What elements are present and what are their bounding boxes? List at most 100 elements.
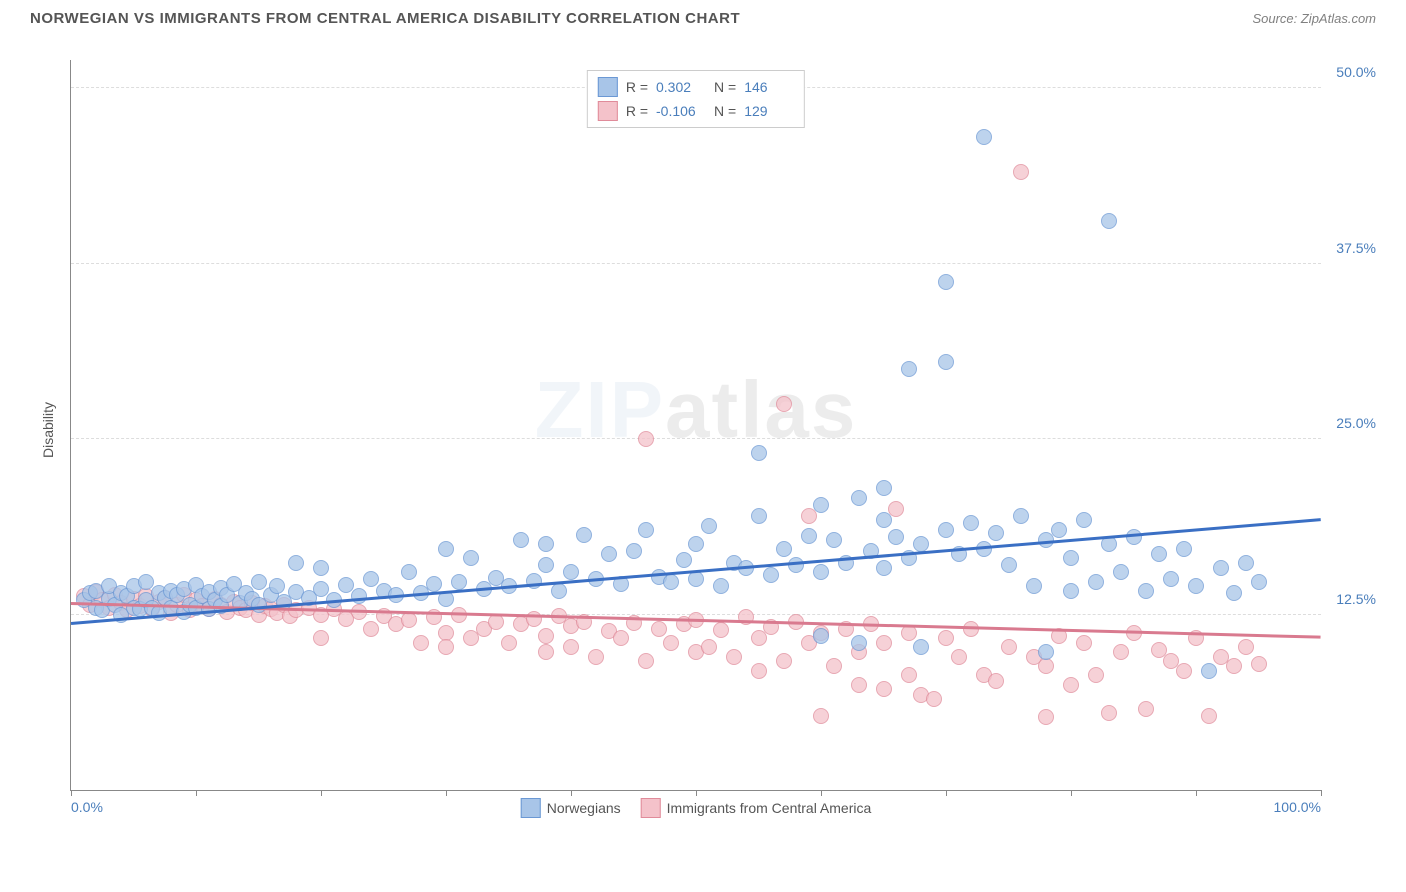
data-point-b xyxy=(563,639,579,655)
data-point-b xyxy=(413,635,429,651)
data-point-b xyxy=(826,658,842,674)
stats-legend: R = 0.302 N = 146 R = -0.106 N = 129 xyxy=(587,70,805,128)
data-point-a xyxy=(1213,560,1229,576)
data-point-b xyxy=(988,673,1004,689)
x-axis-max-label: 100.0% xyxy=(1274,799,1321,815)
plot-area: ZIPatlas R = 0.302 N = 146 R = -0.106 N … xyxy=(70,60,1321,791)
y-tick-label: 25.0% xyxy=(1336,415,1376,431)
data-point-a xyxy=(801,528,817,544)
data-point-a xyxy=(713,578,729,594)
data-point-a xyxy=(813,497,829,513)
data-point-a xyxy=(626,543,642,559)
x-axis-min-label: 0.0% xyxy=(71,799,103,815)
data-point-b xyxy=(888,501,904,517)
trendline-a xyxy=(71,518,1321,624)
x-tick xyxy=(446,790,447,796)
data-point-a xyxy=(251,574,267,590)
gridline xyxy=(71,263,1321,264)
data-point-b xyxy=(938,630,954,646)
data-point-a xyxy=(401,564,417,580)
stats-row-b: R = -0.106 N = 129 xyxy=(598,99,794,123)
data-point-a xyxy=(426,576,442,592)
data-point-b xyxy=(613,630,629,646)
data-point-b xyxy=(726,649,742,665)
data-point-a xyxy=(1201,663,1217,679)
data-point-a xyxy=(1063,550,1079,566)
data-point-a xyxy=(563,564,579,580)
data-point-b xyxy=(776,396,792,412)
chart-container: Disability ZIPatlas R = 0.302 N = 146 R … xyxy=(50,50,1350,810)
data-point-b xyxy=(1101,705,1117,721)
data-point-a xyxy=(1038,644,1054,660)
data-point-a xyxy=(1076,512,1092,528)
data-point-a xyxy=(1176,541,1192,557)
r-label: R = xyxy=(626,103,648,119)
data-point-a xyxy=(751,445,767,461)
data-point-a xyxy=(826,532,842,548)
x-tick xyxy=(1321,790,1322,796)
data-point-a xyxy=(938,354,954,370)
data-point-b xyxy=(663,635,679,651)
data-point-a xyxy=(351,588,367,604)
watermark: ZIPatlas xyxy=(535,364,858,456)
data-point-a xyxy=(1251,574,1267,590)
source-label: Source: ZipAtlas.com xyxy=(1252,11,1376,26)
data-point-b xyxy=(313,630,329,646)
data-point-a xyxy=(451,574,467,590)
data-point-a xyxy=(1138,583,1154,599)
data-point-a xyxy=(601,546,617,562)
x-tick xyxy=(821,790,822,796)
legend-label-a: Norwegians xyxy=(547,800,621,816)
data-point-b xyxy=(876,635,892,651)
data-point-b xyxy=(401,612,417,628)
data-point-a xyxy=(788,557,804,573)
data-point-a xyxy=(1026,578,1042,594)
data-point-a xyxy=(576,527,592,543)
r-value-a: 0.302 xyxy=(656,79,706,95)
data-point-b xyxy=(901,667,917,683)
data-point-b xyxy=(1038,658,1054,674)
data-point-b xyxy=(638,431,654,447)
data-point-b xyxy=(638,653,654,669)
data-point-b xyxy=(1063,677,1079,693)
data-point-a xyxy=(1238,555,1254,571)
n-value-a: 146 xyxy=(744,79,794,95)
data-point-a xyxy=(976,129,992,145)
data-point-a xyxy=(1188,578,1204,594)
data-point-b xyxy=(1001,639,1017,655)
legend-item-a: Norwegians xyxy=(521,798,621,818)
data-point-a xyxy=(463,550,479,566)
data-point-a xyxy=(1013,508,1029,524)
data-point-a xyxy=(1163,571,1179,587)
data-point-b xyxy=(876,681,892,697)
data-point-a xyxy=(1226,585,1242,601)
x-tick xyxy=(1071,790,1072,796)
legend-swatch-b-icon xyxy=(641,798,661,818)
x-tick xyxy=(696,790,697,796)
data-point-a xyxy=(963,515,979,531)
y-tick-label: 50.0% xyxy=(1336,64,1376,80)
legend-label-b: Immigrants from Central America xyxy=(667,800,872,816)
data-point-a xyxy=(851,490,867,506)
data-point-a xyxy=(1126,529,1142,545)
n-label: N = xyxy=(714,79,736,95)
data-point-b xyxy=(1088,667,1104,683)
data-point-a xyxy=(813,564,829,580)
data-point-a xyxy=(1101,213,1117,229)
data-point-b xyxy=(1013,164,1029,180)
data-point-a xyxy=(313,560,329,576)
data-point-a xyxy=(751,508,767,524)
data-point-a xyxy=(1113,564,1129,580)
data-point-b xyxy=(526,611,542,627)
data-point-a xyxy=(538,557,554,573)
x-tick xyxy=(321,790,322,796)
data-point-a xyxy=(938,274,954,290)
data-point-a xyxy=(888,529,904,545)
data-point-a xyxy=(538,536,554,552)
data-point-b xyxy=(751,630,767,646)
data-point-b xyxy=(1076,635,1092,651)
data-point-b xyxy=(1176,663,1192,679)
data-point-a xyxy=(1063,583,1079,599)
data-point-a xyxy=(938,522,954,538)
swatch-a-icon xyxy=(598,77,618,97)
